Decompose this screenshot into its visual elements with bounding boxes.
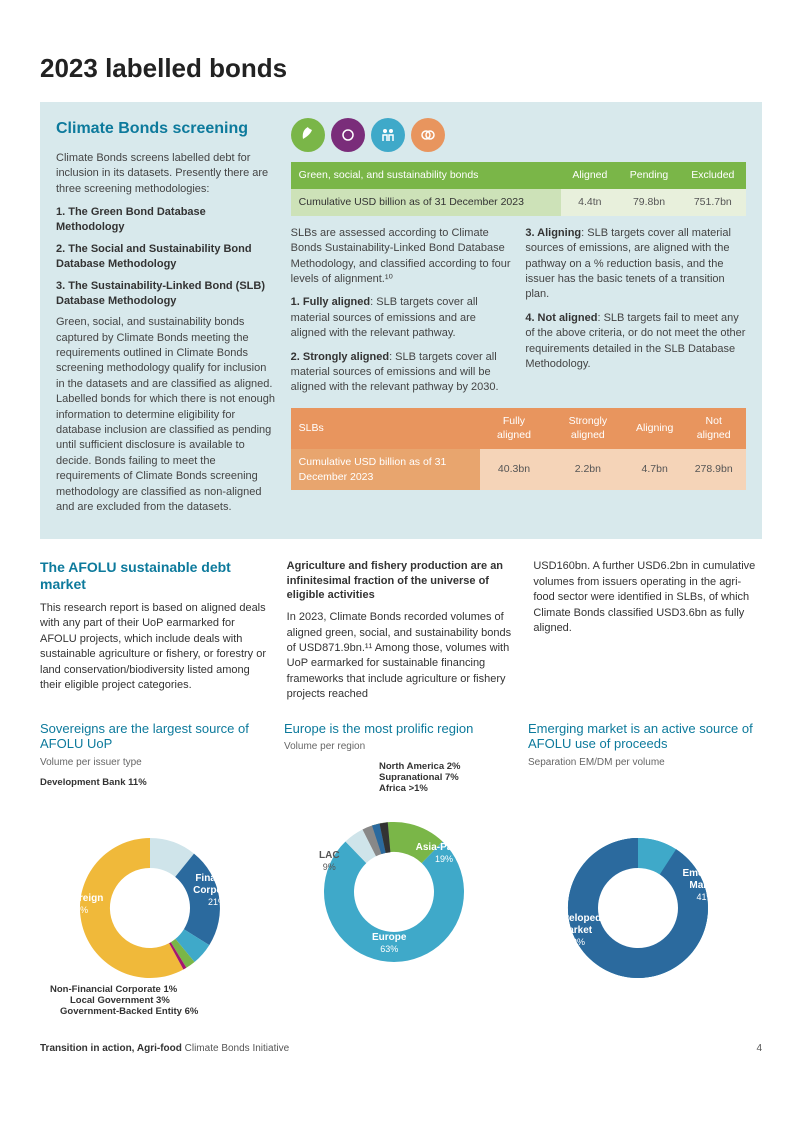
slb-h1: Fully aligned <box>480 408 547 449</box>
slb-v1: 2.2bn <box>548 449 628 490</box>
chart1-sub: Volume per issuer type <box>40 756 274 770</box>
slb-h0: SLBs <box>291 408 481 449</box>
page-number: 4 <box>756 1042 762 1056</box>
screening-heading: Climate Bonds screening <box>56 118 277 140</box>
level2: 2. Strongly aligned: SLB targets cover a… <box>291 350 512 396</box>
method-2: 2. The Social and Sustainability Bond Da… <box>56 242 277 273</box>
slb-v0: 40.3bn <box>480 449 547 490</box>
slb-h4: Not aligned <box>681 408 746 449</box>
chart2-sub: Volume per region <box>284 740 518 754</box>
gss-v1: 79.8bn <box>618 189 679 216</box>
slb-intro: SLBs are assessed according to Climate B… <box>291 226 512 288</box>
level4: 4. Not aligned: SLB targets fail to meet… <box>525 311 746 373</box>
slb-v3: 278.9bn <box>681 449 746 490</box>
gss-h1: Aligned <box>561 162 618 189</box>
gss-h3: Excluded <box>680 162 746 189</box>
screening-box: Climate Bonds screening Climate Bonds sc… <box>40 102 762 539</box>
slb-h3: Aligning <box>628 408 681 449</box>
slb-v2: 4.7bn <box>628 449 681 490</box>
afolu-right-para: USD160bn. A further USD6.2bn in cumulati… <box>533 559 762 636</box>
people-icon <box>371 118 405 152</box>
slb-row-label: Cumulative USD billion as of 31 December… <box>291 449 481 490</box>
slb-table: SLBs Fully aligned Strongly aligned Alig… <box>291 408 746 491</box>
circle-icon <box>331 118 365 152</box>
chart1-donut: Development Bank 11% Sovereign <box>40 778 260 1018</box>
gss-h0: Green, social, and sustainability bonds <box>291 162 562 189</box>
afolu-mid-para: In 2023, Climate Bonds recorded volumes … <box>287 610 516 702</box>
chart3-sub: Separation EM/DM per volume <box>528 756 762 770</box>
gss-v0: 4.4tn <box>561 189 618 216</box>
gss-h2: Pending <box>618 162 679 189</box>
gss-v2: 751.7bn <box>680 189 746 216</box>
level1: 1. Fully aligned: SLB targets cover all … <box>291 295 512 341</box>
icon-row <box>291 118 746 152</box>
leaf-icon <box>291 118 325 152</box>
page-footer: Transition in action, Agri-food Climate … <box>40 1042 762 1056</box>
screening-left-para: Green, social, and sustainability bonds … <box>56 315 277 515</box>
page-title: 2023 labelled bonds <box>40 50 762 86</box>
screening-intro: Climate Bonds screens labelled debt for … <box>56 151 277 197</box>
method-3: 3. The Sustainability-Linked Bond (SLB) … <box>56 279 277 310</box>
chart1-title: Sovereigns are the largest source of AFO… <box>40 721 274 752</box>
afolu-mid-title: Agriculture and fishery production are a… <box>287 559 516 602</box>
gss-row-label: Cumulative USD billion as of 31 December… <box>291 189 562 216</box>
chart2-title: Europe is the most prolific region <box>284 721 518 737</box>
chart3-title: Emerging market is an active source of A… <box>528 721 762 752</box>
chart3-donut: Developed Market59% Emerging Market41% <box>528 778 748 1018</box>
afolu-section: The AFOLU sustainable debt market This r… <box>40 559 762 702</box>
gss-table: Green, social, and sustainability bonds … <box>291 162 746 215</box>
afolu-title: The AFOLU sustainable debt market <box>40 559 269 593</box>
charts-row: Sovereigns are the largest source of AFO… <box>40 721 762 1018</box>
method-1: 1. The Green Bond Database Methodology <box>56 205 277 236</box>
slb-h2: Strongly aligned <box>548 408 628 449</box>
link-icon <box>411 118 445 152</box>
afolu-para: This research report is based on aligned… <box>40 601 269 693</box>
chart2-donut: North America 2% Supranational 7% Africa… <box>284 762 504 1002</box>
level3: 3. Aligning: SLB targets cover all mater… <box>525 226 746 303</box>
